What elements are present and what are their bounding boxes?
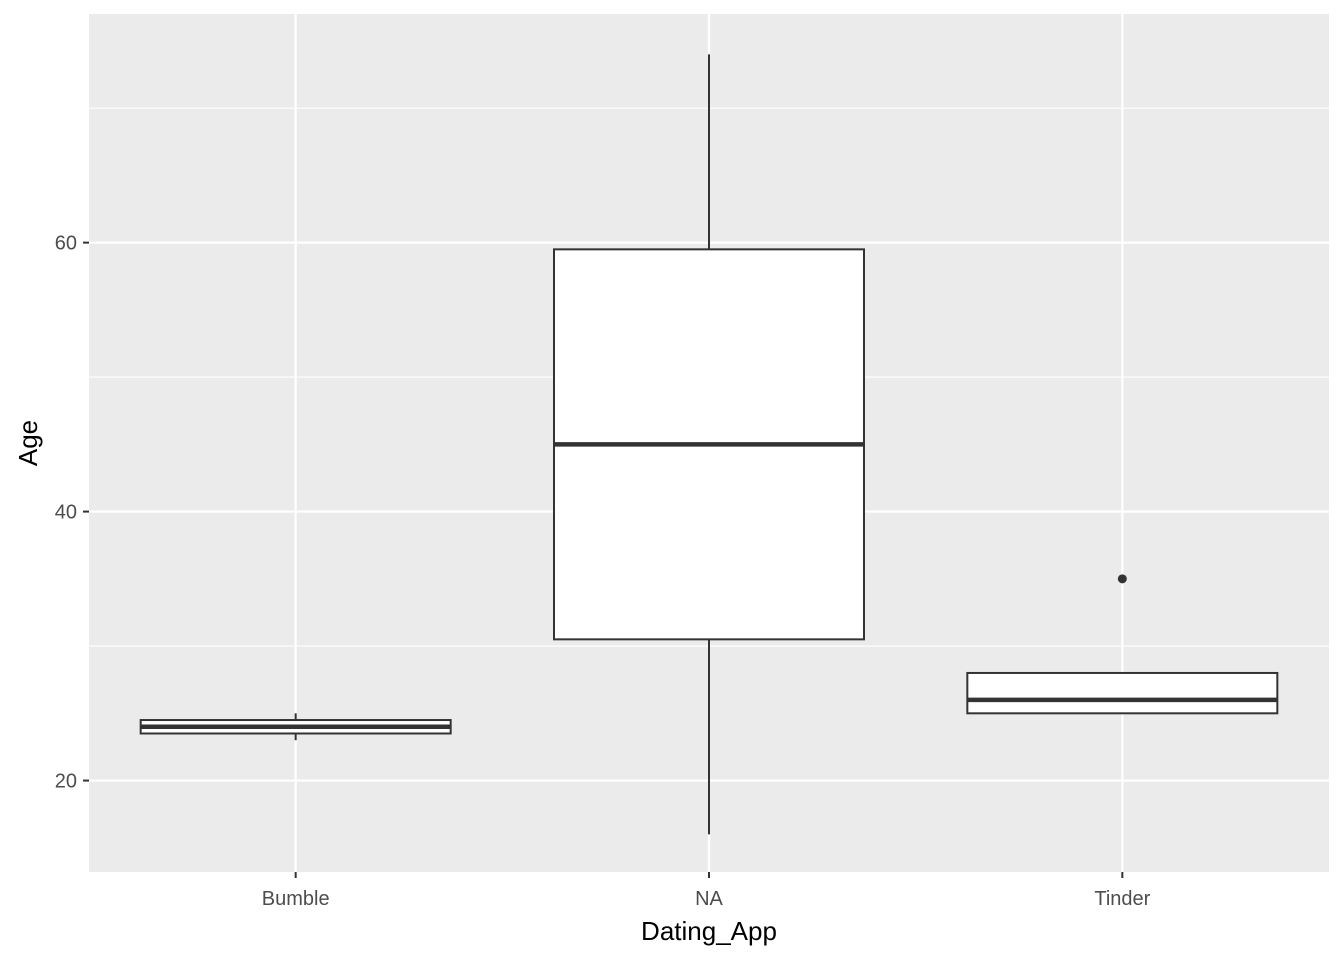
y-tick-label: 60 (55, 233, 77, 255)
box-iqr (966, 671, 1279, 715)
axes: 20 40 60 Bumble NA Tinder (55, 233, 1151, 910)
y-tick-label: 20 (55, 771, 77, 793)
box-bumble (139, 713, 452, 741)
box-na (553, 54, 865, 835)
y-axis-title: Age (13, 420, 43, 466)
box-series (139, 54, 1279, 835)
x-tick-label: NA (695, 888, 723, 910)
x-tick-label: Bumble (262, 888, 330, 910)
outlier-point (1117, 574, 1127, 584)
y-tick-label: 40 (55, 502, 77, 524)
x-tick-label: Tinder (1094, 888, 1150, 910)
box-tinder (966, 574, 1279, 715)
x-axis-title: Dating_App (641, 916, 777, 946)
